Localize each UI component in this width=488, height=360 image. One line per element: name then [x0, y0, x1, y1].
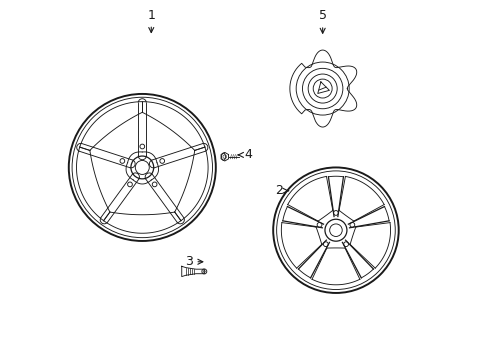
- Text: 3: 3: [184, 255, 203, 268]
- Text: 1: 1: [147, 9, 155, 32]
- Text: 2: 2: [274, 184, 288, 197]
- Text: 4: 4: [238, 148, 251, 161]
- Text: 5: 5: [318, 9, 326, 33]
